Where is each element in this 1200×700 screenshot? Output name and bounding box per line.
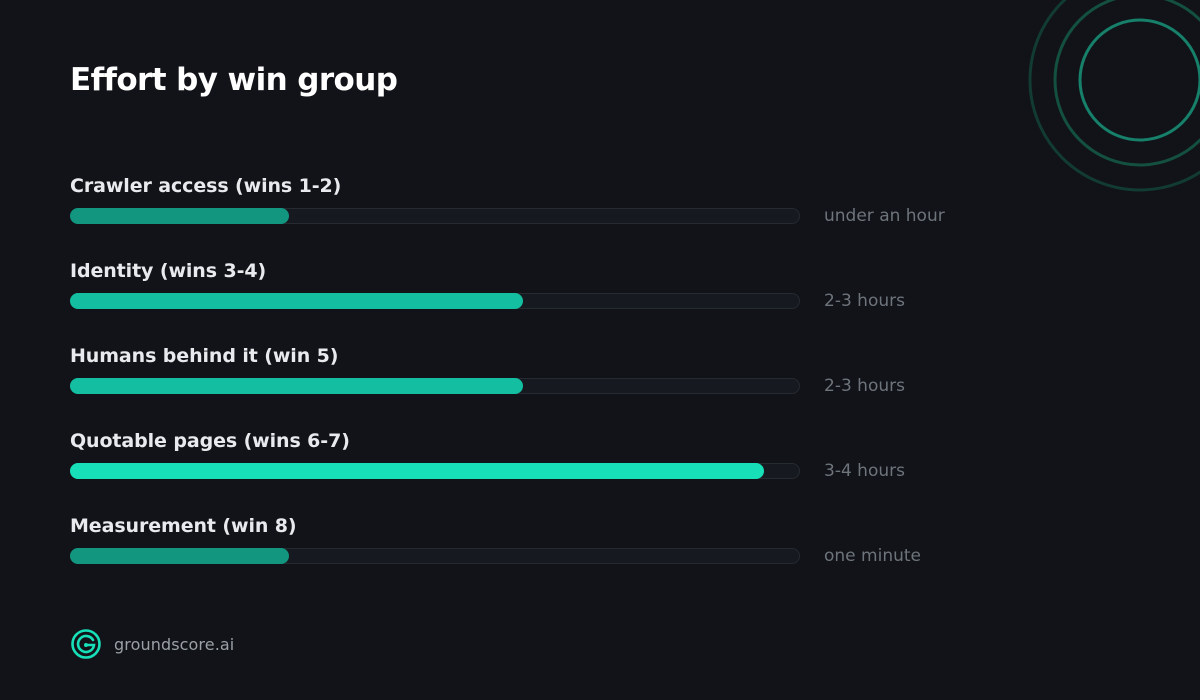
bar-fill	[70, 293, 523, 309]
bar-category-label: Quotable pages (wins 6-7)	[70, 430, 350, 452]
bar-fill	[70, 548, 289, 564]
bar-row: Quotable pages (wins 6-7) 3-4 hours	[70, 429, 1070, 489]
brand-name: groundscore.ai	[114, 634, 235, 654]
bar-row: Humans behind it (win 5) 2-3 hours	[70, 344, 1070, 404]
bar-fill	[70, 208, 289, 224]
bar-category-label: Measurement (win 8)	[70, 515, 297, 537]
chart-title: Effort by win group	[70, 62, 398, 98]
bar-row: Identity (wins 3-4) 2-3 hours	[70, 259, 1070, 319]
bar-category-label: Crawler access (wins 1-2)	[70, 175, 342, 197]
bar-value-label: under an hour	[824, 206, 945, 226]
bar-fill	[70, 463, 764, 479]
bar-row: Measurement (win 8) one minute	[70, 514, 1070, 574]
bar-value-label: 2-3 hours	[824, 376, 905, 396]
bar-value-label: 3-4 hours	[824, 461, 905, 481]
bar-fill	[70, 378, 523, 394]
bar-value-label: 2-3 hours	[824, 291, 905, 311]
bar-category-label: Humans behind it (win 5)	[70, 345, 339, 367]
bar-row: Crawler access (wins 1-2) under an hour	[70, 174, 1070, 234]
groundscore-logo-icon	[71, 629, 101, 659]
bar-category-label: Identity (wins 3-4)	[70, 260, 267, 282]
brand-footer: groundscore.ai	[70, 627, 234, 661]
bar-value-label: one minute	[824, 546, 921, 566]
